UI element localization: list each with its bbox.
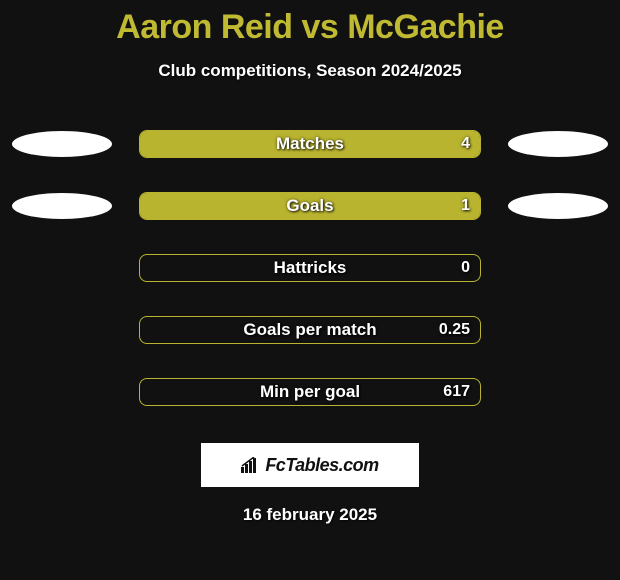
page-title: Aaron Reid vs McGachie <box>0 8 620 47</box>
stats-list: Matches4Goals1Hattricks0Goals per match0… <box>0 121 620 415</box>
avatar-player-left <box>12 193 112 219</box>
stat-bar: Goals1 <box>139 192 481 220</box>
subtitle: Club competitions, Season 2024/2025 <box>0 61 620 81</box>
stat-row: Min per goal617 <box>0 369 620 415</box>
stat-bar: Matches4 <box>139 130 481 158</box>
stat-bar-fill <box>140 131 480 157</box>
bars-icon <box>241 457 261 473</box>
stat-value: 0.25 <box>439 321 470 339</box>
stat-row: Matches4 <box>0 121 620 167</box>
stat-row: Goals1 <box>0 183 620 229</box>
brand-text: FcTables.com <box>265 455 378 476</box>
date-text: 16 february 2025 <box>0 505 620 525</box>
brand-box[interactable]: FcTables.com <box>201 443 419 487</box>
stat-bar-fill <box>140 193 480 219</box>
stat-bar: Min per goal617 <box>139 378 481 406</box>
stat-bar: Goals per match0.25 <box>139 316 481 344</box>
stat-value: 617 <box>443 383 470 401</box>
avatar-player-right <box>508 131 608 157</box>
stat-value: 0 <box>461 259 470 277</box>
avatar-player-right <box>508 193 608 219</box>
stat-label: Hattricks <box>140 258 480 278</box>
stat-label: Goals per match <box>140 320 480 340</box>
stat-row: Hattricks0 <box>0 245 620 291</box>
comparison-card: Aaron Reid vs McGachie Club competitions… <box>0 0 620 525</box>
stat-bar: Hattricks0 <box>139 254 481 282</box>
avatar-player-left <box>12 131 112 157</box>
stat-row: Goals per match0.25 <box>0 307 620 353</box>
stat-label: Min per goal <box>140 382 480 402</box>
